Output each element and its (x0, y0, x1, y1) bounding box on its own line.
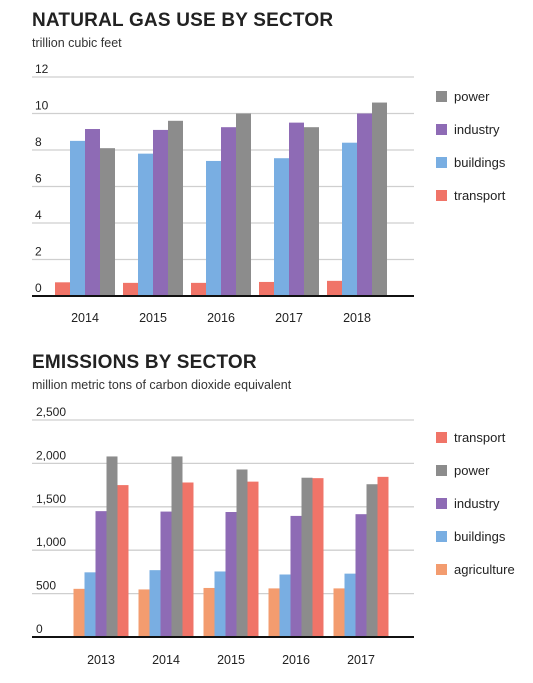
bar-transport-2014 (182, 482, 194, 637)
bar-buildings-2018 (342, 142, 357, 296)
legend-swatch-power (436, 91, 447, 102)
bar-transport-2018 (327, 280, 342, 296)
bar-industry-2015 (225, 512, 237, 637)
bar-industry-2016 (290, 515, 302, 637)
legend-label-transport: transport (454, 430, 506, 445)
bar-industry-2018 (357, 113, 372, 296)
legend-swatch-agriculture (436, 564, 447, 575)
bar-buildings-2017 (344, 573, 356, 637)
legend-swatch-transport (436, 190, 447, 201)
bar-power-2017 (304, 127, 319, 296)
bar-buildings-2014 (149, 570, 161, 637)
bar-agriculture-2015 (203, 587, 215, 637)
legend-swatch-transport (436, 432, 447, 443)
bar-industry-2013 (95, 511, 107, 637)
bar-power-2018 (372, 102, 387, 296)
legend-label-buildings: buildings (454, 155, 506, 170)
y-tick-label: 4 (35, 208, 42, 222)
bar-power-2017 (366, 484, 378, 637)
bar-transport-2017 (259, 281, 274, 296)
bar-transport-2013 (117, 485, 129, 637)
x-tick-label: 2013 (87, 653, 115, 667)
bar-agriculture-2014 (138, 589, 150, 637)
chart-subtitle: million metric tons of carbon dioxide eq… (32, 378, 292, 392)
bar-power-2015 (168, 120, 183, 296)
legend-label-buildings: buildings (454, 529, 506, 544)
x-tick-label: 2014 (152, 653, 180, 667)
chart-title: EMISSIONS BY SECTOR (32, 352, 257, 373)
legend-swatch-buildings (436, 157, 447, 168)
legend-label-agriculture: agriculture (454, 562, 515, 577)
bar-agriculture-2016 (268, 588, 280, 637)
bar-agriculture-2013 (73, 588, 85, 637)
y-tick-label: 2,000 (36, 448, 66, 462)
chart-title: NATURAL GAS USE BY SECTOR (32, 10, 334, 31)
bar-transport-2015 (123, 282, 138, 296)
bar-industry-2017 (289, 122, 304, 296)
bar-buildings-2016 (279, 574, 291, 637)
x-tick-label: 2016 (282, 653, 310, 667)
y-tick-label: 6 (35, 172, 42, 186)
x-tick-label: 2016 (207, 311, 235, 325)
bar-transport-2017 (377, 476, 389, 637)
x-tick-label: 2015 (139, 311, 167, 325)
x-tick-label: 2018 (343, 311, 371, 325)
bar-buildings-2016 (206, 160, 221, 296)
legend-label-transport: transport (454, 188, 506, 203)
bar-power-2016 (301, 477, 313, 637)
y-tick-label: 0 (35, 281, 42, 295)
emissions-chart-panel: EMISSIONS BY SECTOR million metric tons … (0, 342, 533, 683)
x-tick-label: 2017 (275, 311, 303, 325)
x-tick-label: 2014 (71, 311, 99, 325)
bar-industry-2014 (85, 129, 100, 296)
legend-swatch-power (436, 465, 447, 476)
y-tick-label: 0 (36, 622, 43, 636)
y-tick-label: 2 (35, 245, 42, 259)
y-tick-label: 8 (35, 135, 42, 149)
bar-industry-2016 (221, 127, 236, 296)
bar-power-2014 (171, 456, 183, 637)
y-tick-label: 500 (36, 579, 56, 593)
bar-industry-2014 (160, 511, 172, 637)
legend-swatch-industry (436, 498, 447, 509)
legend-label-power: power (454, 463, 490, 478)
bar-industry-2015 (153, 129, 168, 296)
bar-transport-2015 (247, 481, 259, 637)
legend-label-power: power (454, 89, 490, 104)
y-tick-label: 1,500 (36, 492, 66, 506)
y-tick-label: 1,000 (36, 535, 66, 549)
x-tick-label: 2015 (217, 653, 245, 667)
natural-gas-bar-chart: 0 2 4 6 8 10 12 2014 2015 2016 2017 2018 power indust… (32, 62, 506, 325)
bar-buildings-2015 (214, 571, 226, 637)
bar-buildings-2013 (84, 572, 96, 637)
y-tick-label: 12 (35, 62, 49, 76)
natural-gas-chart-panel: NATURAL GAS USE BY SECTOR trillion cubic… (0, 0, 533, 340)
bar-power-2013 (106, 456, 118, 637)
emissions-bar-chart: 0 500 1,000 1,500 2,000 2,500 2013 2014 2015 2016… (32, 405, 515, 667)
bar-buildings-2014 (70, 140, 85, 296)
bar-industry-2017 (355, 514, 367, 637)
legend-swatch-industry (436, 124, 447, 135)
y-tick-label: 10 (35, 99, 49, 113)
bar-agriculture-2017 (333, 588, 345, 637)
bar-power-2014 (100, 148, 115, 296)
legend-label-industry: industry (454, 496, 500, 511)
x-tick-label: 2017 (347, 653, 375, 667)
bar-buildings-2015 (138, 153, 153, 296)
bar-power-2015 (236, 469, 248, 637)
bar-buildings-2017 (274, 158, 289, 296)
bar-transport-2016 (312, 478, 324, 637)
legend-swatch-buildings (436, 531, 447, 542)
bar-transport-2014 (55, 282, 70, 296)
legend-label-industry: industry (454, 122, 500, 137)
bar-transport-2016 (191, 282, 206, 296)
y-tick-label: 2,500 (36, 405, 66, 419)
bar-power-2016 (236, 113, 251, 296)
chart-subtitle: trillion cubic feet (32, 36, 122, 50)
